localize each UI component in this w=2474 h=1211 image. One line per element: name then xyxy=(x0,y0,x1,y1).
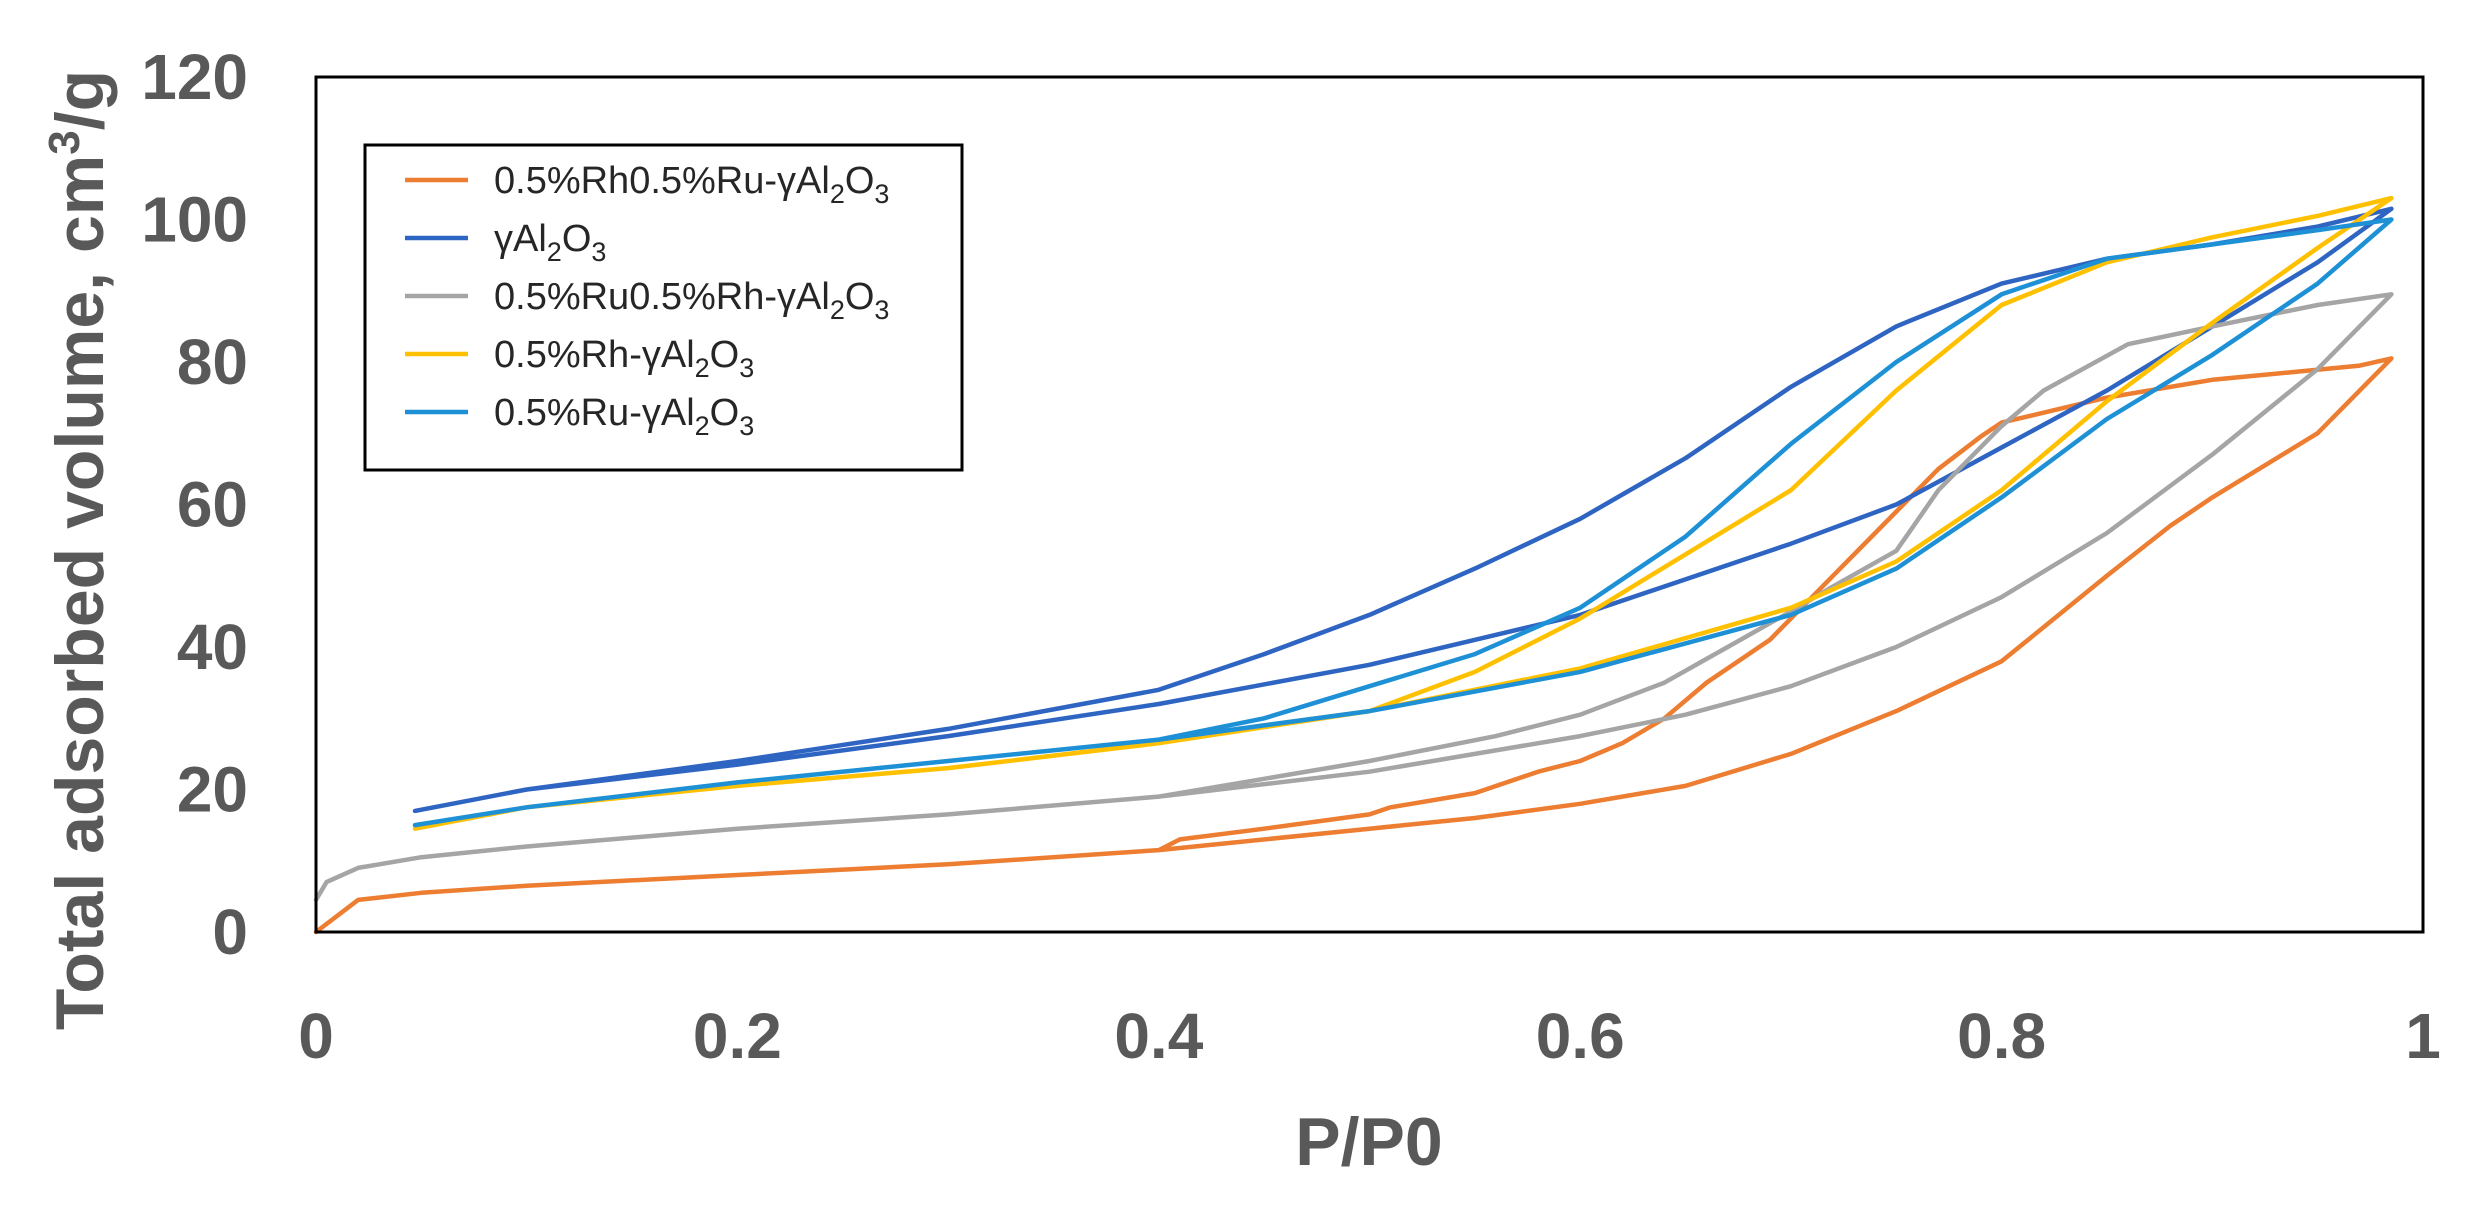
x-axis-title: P/P0 xyxy=(1295,1104,1442,1180)
legend-entries: 0.5%Rh0.5%Ru-γAl2O3 γAl2O3 0.5%Ru0.5%Rh-γA… xyxy=(405,160,889,441)
legend: 0.5%Rh0.5%Ru-γAl2O3 γAl2O3 0.5%Ru0.5%Rh-γA… xyxy=(363,143,964,472)
x-axis-tick-labels: 0 0.2 0.4 0.6 0.8 1 xyxy=(298,1000,2441,1072)
x-tick-label: 1 xyxy=(2405,1000,2441,1072)
x-tick-label: 0 xyxy=(298,1000,334,1072)
y-tick-label: 80 xyxy=(177,326,248,398)
y-tick-label: 60 xyxy=(177,469,248,541)
y-axis-tick-labels: 0 20 40 60 80 100 120 xyxy=(141,41,248,968)
y-tick-label: 100 xyxy=(141,184,248,256)
x-tick-label: 0.2 xyxy=(693,1000,782,1072)
legend-label: 0.5%Ru-γAl2O3 xyxy=(494,392,754,441)
series-layer xyxy=(313,195,2394,935)
series-line-2 xyxy=(313,292,2394,903)
x-tick-label: 0.8 xyxy=(1957,1000,2046,1072)
legend-label: 0.5%Ru0.5%Rh-γAl2O3 xyxy=(494,276,889,325)
series-line-4 xyxy=(412,217,2394,828)
x-tick-label: 0.4 xyxy=(1114,1000,1203,1072)
series-line-0 xyxy=(313,356,2394,935)
y-tick-label: 40 xyxy=(177,611,248,683)
plot-area-border xyxy=(314,75,2425,934)
legend-label: γAl2O3 xyxy=(494,218,606,267)
y-tick-label: 20 xyxy=(177,754,248,826)
y-tick-label: 0 xyxy=(212,896,248,968)
legend-label: 0.5%Rh-γAl2O3 xyxy=(494,334,754,383)
legend-box xyxy=(363,143,964,472)
x-tick-label: 0.6 xyxy=(1536,1000,1625,1072)
y-tick-label: 120 xyxy=(141,41,248,113)
legend-label: 0.5%Rh0.5%Ru-γAl2O3 xyxy=(494,160,889,209)
y-axis-title: Total adsorbed volume, cm3/g xyxy=(40,70,118,1030)
